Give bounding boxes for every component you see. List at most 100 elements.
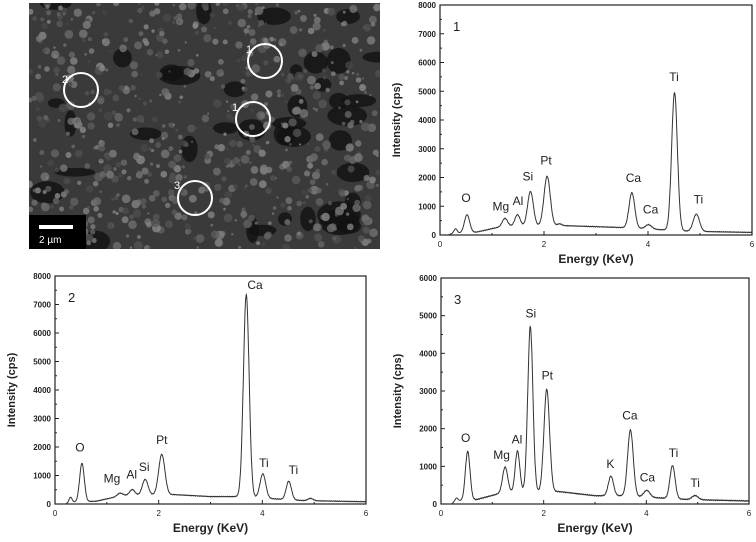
sem-grain [315,44,324,53]
sem-grain [307,75,316,85]
y-tick-label: 4000 [419,349,437,358]
sem-grain [285,197,293,205]
sem-grain [109,149,117,158]
sem-grain [29,68,33,75]
sem-grain [313,16,321,24]
sem-grain [184,142,189,148]
sem-grain [311,51,318,58]
sem-grain [136,155,146,165]
sem-grain [230,103,237,110]
sem-grain [43,115,49,121]
sem-grain [254,6,264,16]
sem-grain [138,3,141,6]
sem-grain [164,49,170,55]
sem-grain [254,221,259,225]
sem-grain [284,100,288,104]
peak-label-si: Si [525,307,536,321]
sem-grain [87,205,91,209]
x-tick-label: 0 [53,509,58,518]
sem-grain [98,140,106,147]
analysis-spot-label: 3 [174,180,180,192]
sem-grain [269,175,276,182]
sem-grain [176,13,183,20]
x-tick-label: 2 [542,240,547,249]
sem-grain [261,242,266,246]
sem-grain [272,206,277,210]
sem-grain [95,3,100,7]
sem-pore [303,51,328,74]
sem-grain [129,246,133,249]
analysis-spot-marker [63,72,99,108]
sem-grain [42,48,47,53]
sem-grain [227,110,230,113]
sem-grain [310,185,319,195]
peak-label-ca: Ca [643,202,659,216]
sem-grain [241,207,246,213]
sem-grain [273,38,277,42]
sem-grain [264,22,268,25]
sem-grain [261,180,264,183]
sem-grain [240,155,250,164]
sem-grain [250,108,254,112]
y-tick-label: 0 [433,500,438,509]
sem-grain [132,117,137,122]
sem-grain [226,113,233,120]
sem-grain [344,110,352,118]
peak-label-pt: Pt [156,433,168,447]
sem-grain [188,194,197,203]
sem-grain [127,176,132,181]
sem-grain [280,93,285,98]
sem-grain [317,241,325,248]
sem-grain [88,48,95,54]
sem-grain [373,3,380,12]
sem-grain [346,70,350,74]
sem-grain [334,213,339,217]
sem-grain [307,162,314,169]
sem-grain [146,221,152,228]
sem-grain [277,93,281,98]
sem-grain [115,161,122,168]
sem-grain [362,200,372,210]
sem-grain [64,29,74,39]
sem-grain [296,201,299,204]
sem-grain [313,223,322,232]
sem-grain [354,199,361,206]
sem-pore [159,64,184,82]
peak-label-si: Si [523,169,534,183]
analysis-spot-marker [247,43,283,79]
sem-grain [34,187,41,194]
peak-label-o: O [461,431,470,445]
sem-grain [235,41,243,49]
sem-pore [300,206,316,232]
sem-grain [236,140,243,148]
sem-grain [53,54,58,59]
sem-grain [160,131,169,140]
sem-grain [57,119,61,123]
y-tick-label: 3000 [418,145,436,154]
sem-grain [217,143,226,152]
sem-grain [242,70,245,73]
sem-grain [209,76,215,82]
sem-grain [366,36,376,45]
sem-grain [36,94,45,103]
sem-grain [256,241,261,246]
sem-grain [219,72,224,77]
sem-grain [269,36,275,42]
sem-grain [130,84,136,91]
sem-grain [222,8,229,15]
sem-grain [53,66,60,74]
peak-label-ca: Ca [247,278,263,292]
sem-grain [149,99,153,103]
sem-grain [315,168,320,174]
sem-grain [114,196,119,200]
y-tick-label: 8000 [33,272,51,281]
sem-grain [375,183,379,187]
sem-grain [285,148,288,152]
sem-grain [248,214,255,222]
sem-grain [151,29,155,33]
sem-grain [59,164,68,173]
sem-grain [244,33,247,36]
sem-grain [309,179,316,185]
sem-grain [273,55,281,63]
sem-grain [198,186,206,194]
